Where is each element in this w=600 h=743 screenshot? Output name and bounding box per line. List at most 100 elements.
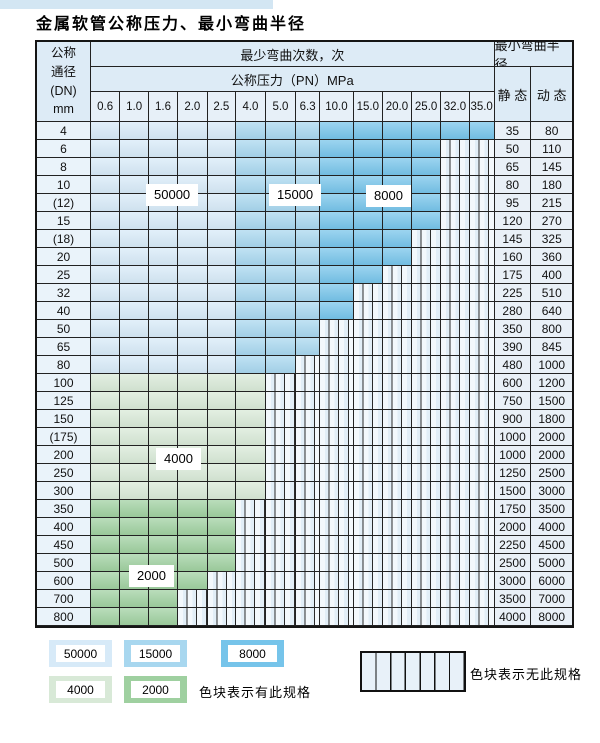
dynamic-value: 1200 [531, 374, 573, 392]
cycle-cell [148, 248, 178, 266]
no-spec-cell [411, 608, 442, 626]
pressure-value-header: 10.0 [320, 92, 354, 122]
pressure-value-header: 20.0 [382, 92, 412, 122]
cycle-cell [120, 194, 149, 212]
cycle-cell [91, 194, 121, 212]
no-spec-cell [469, 176, 495, 194]
no-spec-cell [469, 230, 495, 248]
no-spec-cell [441, 212, 470, 230]
cycle-cell [177, 374, 208, 392]
cycle-cell [177, 392, 208, 410]
cycle-cell [235, 194, 266, 212]
cycle-cell [148, 230, 178, 248]
no-spec-cell [295, 374, 321, 392]
cycle-cell [295, 158, 321, 176]
cycle-cell [353, 140, 383, 158]
no-spec-cell [265, 482, 296, 500]
cycle-cell [91, 374, 121, 392]
cycle-cell [320, 248, 354, 266]
cycle-cell [320, 194, 354, 212]
no-spec-cell [411, 482, 442, 500]
dn-label: 100 [37, 374, 91, 392]
dynamic-value: 270 [531, 212, 573, 230]
cycle-cell [207, 464, 236, 482]
no-spec-cell [382, 374, 412, 392]
cycle-cell [320, 302, 354, 320]
cycle-cell [235, 266, 266, 284]
legend-swatch-8000: 8000 [221, 640, 284, 667]
cycle-cell [91, 230, 121, 248]
no-spec-cell [207, 590, 236, 608]
cycle-cell [235, 320, 266, 338]
dn-header: 公称 通径 (DN) mm [37, 42, 91, 122]
dn-label: 500 [37, 554, 91, 572]
no-spec-cell [295, 500, 321, 518]
dn-label: 800 [37, 608, 91, 626]
cycle-cell [320, 212, 354, 230]
cycle-cell [320, 266, 354, 284]
no-spec-cell [441, 608, 470, 626]
dn-label: 20 [37, 248, 91, 266]
no-spec-cell [235, 554, 266, 572]
no-spec-cell [441, 446, 470, 464]
cycle-count-label: 50000 [146, 184, 199, 206]
cycle-cell [382, 212, 412, 230]
cycle-cell [91, 338, 121, 356]
cycle-cell [120, 230, 149, 248]
cycle-count-label: 8000 [366, 185, 411, 207]
cycle-cell [469, 122, 495, 140]
cycle-cell [320, 230, 354, 248]
static-header: 静 态 [494, 67, 532, 122]
cycle-cell [441, 122, 470, 140]
dynamic-value: 5000 [531, 554, 573, 572]
cycle-cell [207, 536, 236, 554]
no-spec-cell [382, 338, 412, 356]
cycle-cell [91, 176, 121, 194]
cycle-cell [91, 410, 121, 428]
cycle-cell [235, 230, 266, 248]
no-spec-cell [235, 590, 266, 608]
no-spec-cell [320, 554, 354, 572]
no-spec-cell [353, 392, 383, 410]
dn-label: 700 [37, 590, 91, 608]
cycle-cell [207, 122, 236, 140]
legend-has-spec-note: 色块表示有此规格 [199, 685, 312, 700]
cycle-cell [120, 392, 149, 410]
no-spec-cell [411, 500, 442, 518]
no-spec-cell [441, 356, 470, 374]
cycle-count-label: 4000 [156, 448, 201, 470]
cycle-cell [207, 338, 236, 356]
no-spec-cell [353, 572, 383, 590]
no-spec-cell [469, 266, 495, 284]
cycle-cell [91, 284, 121, 302]
static-value: 350 [494, 320, 532, 338]
cycle-cell [148, 500, 178, 518]
no-spec-cell [295, 464, 321, 482]
no-spec-cell [469, 158, 495, 176]
no-spec-cell [353, 518, 383, 536]
no-spec-cell [441, 176, 470, 194]
no-spec-cell [441, 500, 470, 518]
no-spec-cell [469, 482, 495, 500]
dn-label: 150 [37, 410, 91, 428]
cycle-cell [265, 320, 296, 338]
cycle-cell [148, 266, 178, 284]
no-spec-cell [469, 590, 495, 608]
cycle-cell [207, 410, 236, 428]
cycle-cell [265, 212, 296, 230]
cycle-cell [207, 320, 236, 338]
no-spec-cell [469, 554, 495, 572]
no-spec-cell [441, 194, 470, 212]
static-value: 2500 [494, 554, 532, 572]
cycle-cell [411, 122, 442, 140]
cycle-cell [295, 140, 321, 158]
cycle-cell [91, 356, 121, 374]
no-spec-cell [265, 464, 296, 482]
cycle-cell [295, 266, 321, 284]
pressure-value-header: 6.3 [295, 92, 321, 122]
cycle-cell [120, 338, 149, 356]
no-spec-cell [411, 374, 442, 392]
no-spec-cell [382, 464, 412, 482]
page-title: 金属软管公称压力、最小弯曲半径 [36, 14, 307, 33]
dn-label: 15 [37, 212, 91, 230]
